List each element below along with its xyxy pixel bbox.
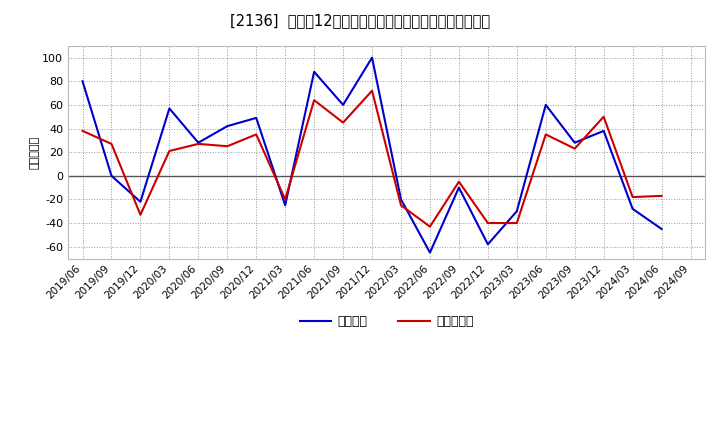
当期純利益 xyxy=(541,132,550,137)
経常利益 xyxy=(165,106,174,111)
経常利益 xyxy=(281,203,289,208)
経常利益 xyxy=(599,128,608,133)
当期純利益 xyxy=(165,148,174,154)
当期純利益 xyxy=(570,146,579,151)
経常利益 xyxy=(194,140,202,145)
経常利益 xyxy=(223,124,232,129)
経常利益 xyxy=(513,209,521,214)
当期純利益 xyxy=(454,179,463,184)
経常利益 xyxy=(426,250,434,255)
当期純利益 xyxy=(426,224,434,229)
Y-axis label: （百万円）: （百万円） xyxy=(30,136,40,169)
当期純利益 xyxy=(397,203,405,208)
経常利益 xyxy=(252,115,261,121)
経常利益 xyxy=(136,199,145,205)
当期純利益 xyxy=(368,88,377,93)
当期純利益 xyxy=(310,98,318,103)
経常利益 xyxy=(78,79,87,84)
経常利益 xyxy=(541,102,550,107)
Line: 当期純利益: 当期純利益 xyxy=(83,91,662,227)
当期純利益 xyxy=(339,120,348,125)
経常利益 xyxy=(657,226,666,231)
Line: 経常利益: 経常利益 xyxy=(83,58,662,253)
当期純利益 xyxy=(78,128,87,133)
Text: [2136]  利益の12か月移動合計の対前年同期増減額の推移: [2136] 利益の12か月移動合計の対前年同期増減額の推移 xyxy=(230,13,490,28)
経常利益 xyxy=(570,140,579,145)
経常利益 xyxy=(454,185,463,190)
当期純利益 xyxy=(223,143,232,149)
当期純利益 xyxy=(599,114,608,119)
経常利益 xyxy=(629,206,637,212)
経常利益 xyxy=(310,69,318,74)
当期純利益 xyxy=(136,212,145,217)
経常利益 xyxy=(368,55,377,60)
当期純利益 xyxy=(252,132,261,137)
当期純利益 xyxy=(107,141,116,147)
当期純利益 xyxy=(194,141,202,147)
経常利益 xyxy=(107,173,116,179)
経常利益 xyxy=(484,242,492,247)
Legend: 経常利益, 当期純利益: 経常利益, 当期純利益 xyxy=(294,310,478,333)
経常利益 xyxy=(339,102,348,107)
経常利益 xyxy=(397,197,405,202)
当期純利益 xyxy=(484,220,492,226)
当期純利益 xyxy=(513,220,521,226)
当期純利益 xyxy=(657,193,666,198)
当期純利益 xyxy=(281,197,289,202)
当期純利益 xyxy=(629,194,637,200)
